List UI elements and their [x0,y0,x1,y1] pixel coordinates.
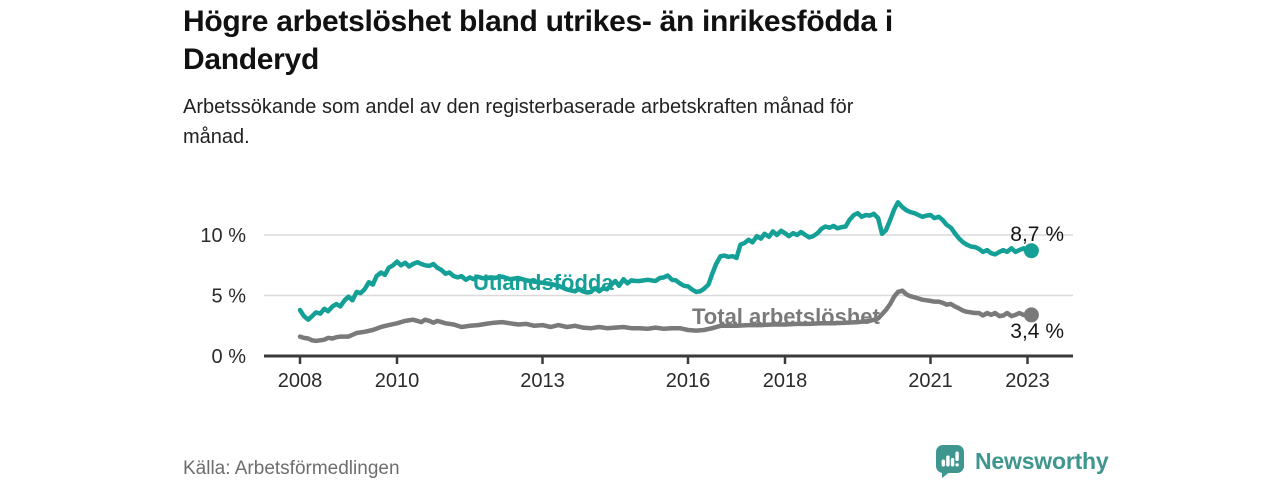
series-label-utlandsfodda: Utlandsfödda [473,270,614,295]
y-axis-tick-label: 10 % [200,225,246,247]
end-value-label-utlandsfodda: 8,7 % [1010,223,1064,246]
x-axis-tick-label: 2008 [278,370,323,392]
series-end-dot-total-arbetsloshet [1023,307,1039,323]
x-axis-tick-label: 2023 [1005,370,1050,392]
y-axis-tick-label: 5 % [212,286,247,308]
chart-subtitle-line-1: Arbetssökande som andel av den registerb… [183,96,854,118]
newsworthy-wordmark: Newsworthy [975,447,1109,474]
newsworthy-logo: Newsworthy [933,443,1109,479]
x-axis-tick-label: 2013 [520,370,565,392]
chart-title-line-2: Danderyd [183,43,319,76]
x-axis-tick-label: 2018 [763,370,808,392]
chart-subtitle: Arbetssökande som andel av den registerb… [183,92,1053,152]
end-value-label-total-arbetsloshet: 3,4 % [1010,320,1064,343]
series-line-utlandsfodda [297,200,1034,322]
chart-subtitle-line-2: månad. [183,126,250,148]
chart-title-line-1: Högre arbetslöshet bland utrikes- än inr… [183,5,893,38]
x-axis-tick-label: 2016 [666,370,711,392]
chart-title: Högre arbetslöshet bland utrikes- än inr… [183,3,1113,79]
series-end-dot-utlandsfodda [1023,243,1039,259]
source-note: Källa: Arbetsförmedlingen [183,458,400,479]
x-axis-tick-label: 2021 [908,370,953,392]
newsworthy-bubble-bar-chart-icon [936,445,964,478]
y-axis-tick-label: 0 % [212,346,247,368]
series-line-total-arbetsloshet [297,288,1034,344]
x-axis-tick-label: 2010 [375,370,420,392]
series-label-total-arbetsloshet: Total arbetslöshet [692,304,881,329]
